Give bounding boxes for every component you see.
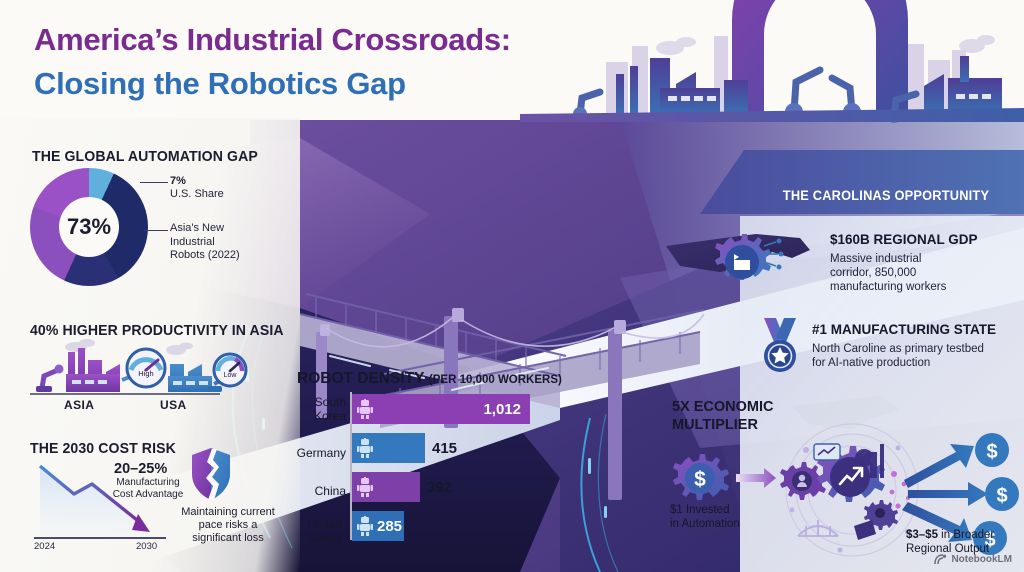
svg-text:Low: Low (224, 372, 238, 379)
manufacturing-state-body: North Caroline as primary testbed for AI… (812, 343, 984, 369)
city-skyline-illustration (520, 0, 1024, 123)
us-share-value: 7% (170, 175, 186, 187)
bar-category-label-3: United States (307, 517, 342, 545)
bar-chart-axis (350, 392, 352, 540)
us-share-label: U.S. Share (170, 188, 224, 200)
notebooklm-icon (934, 554, 947, 565)
factory-label-usa: USA (160, 398, 187, 412)
multiplier-title-line1: 5X ECONOMIC (672, 399, 774, 415)
page-title-line1: America’s Industrial Crossroads: (34, 22, 511, 57)
bar-category-1: Germany (290, 446, 346, 461)
multiplier-output-value: $3–$5 (906, 529, 938, 541)
cost-advantage-sub2: Cost Advantage (112, 489, 184, 500)
donut-center-value: 73% (66, 214, 112, 239)
robot-icon (357, 516, 373, 536)
carolinas-header-band (700, 150, 1024, 214)
robot-density-title-main: ROBOT DENSITY (297, 370, 425, 387)
robot-density-title: ROBOT DENSITY (PER 10,000 WORKERS) (297, 370, 562, 388)
bar-value-1: 415 (432, 440, 458, 457)
bar-row-2 (352, 472, 420, 502)
bar-value-0: 1,012 (483, 400, 521, 418)
robot-icon (357, 399, 373, 419)
watermark-label: NotebookLM (951, 554, 1012, 565)
automation-gap-donut: 73% (30, 168, 148, 286)
cost-risk-heading: THE 2030 COST RISK (30, 440, 176, 457)
manufacturing-state-title: #1 MANUFACTURING STATE (812, 322, 997, 337)
multiplier-input-label: $1 Invested in Automation (670, 504, 740, 530)
bar-category-label-2: China (314, 484, 346, 498)
page-title-line2: Closing the Robotics Gap (34, 66, 406, 101)
bar-category-3: United States (286, 517, 342, 545)
cost-risk-year-start: 2024 (34, 541, 56, 552)
economic-multiplier-illustration: $ (673, 423, 1019, 557)
productivity-heading: 40% HIGHER PRODUCTIVITY IN ASIA (30, 322, 284, 339)
bar-category-label-0: South Korea (313, 395, 346, 423)
svg-text:$: $ (694, 468, 706, 491)
asia-robots-label: Asia's New Industrial Robots (2022) (170, 222, 240, 261)
gdp-card-body: Massive industrial corridor, 850,000 man… (830, 253, 947, 293)
productivity-illustration: High Low (36, 339, 248, 392)
bar-row-3: 285 (352, 511, 404, 541)
callout-leader-2 (144, 230, 168, 231)
multiplier-output-label: $3–$5 in Broader Regional Output (906, 528, 994, 556)
bar-category-label-1: Germany (296, 446, 346, 460)
bar-category-2: China (290, 484, 346, 499)
medal-star-icon (764, 318, 796, 372)
factory-ground-line (30, 393, 220, 395)
multiplier-output-text: in Broader Regional Output (906, 529, 995, 555)
cost-risk-year-end: 2030 (136, 541, 158, 552)
shield-icon (192, 448, 230, 500)
robot-icon (357, 477, 373, 497)
svg-text:$: $ (986, 441, 997, 463)
automation-gap-heading: THE GLOBAL AUTOMATION GAP (32, 148, 258, 165)
cost-risk-line-chart (38, 464, 150, 536)
bar-value-2: 392 (427, 479, 453, 496)
donut-center: 73% (59, 197, 119, 257)
svg-text:$: $ (996, 485, 1007, 507)
shield-caption: Maintaining current pace risks a signifi… (181, 506, 275, 544)
bar-category-0: South Korea (290, 395, 346, 423)
cost-risk-axis (34, 537, 166, 539)
carolinas-section-heading: THE CAROLINAS OPPORTUNITY (782, 188, 990, 203)
cost-advantage-sub1: Manufacturing (116, 477, 180, 488)
notebooklm-watermark: NotebookLM (934, 554, 1012, 565)
svg-text:High: High (138, 369, 153, 378)
factory-label-asia: ASIA (64, 398, 95, 412)
bar-row-1 (352, 433, 425, 463)
gdp-card-title: $160B REGIONAL GDP (830, 232, 978, 247)
gear-factory-icon (666, 234, 810, 280)
svg-text:$: $ (984, 529, 995, 551)
bar-value-3: 285 (377, 517, 403, 535)
multiplier-title-line2: MULTIPLIER (672, 417, 758, 433)
bar-row-0: 1,012 (352, 394, 530, 424)
cost-advantage-value: 20–25% (114, 461, 168, 477)
multiplier-title: 5X ECONOMIC MULTIPLIER (672, 398, 774, 434)
robot-density-title-suffix: (PER 10,000 WORKERS) (428, 374, 562, 386)
robot-icon (357, 438, 373, 458)
callout-leader-1 (140, 182, 168, 183)
